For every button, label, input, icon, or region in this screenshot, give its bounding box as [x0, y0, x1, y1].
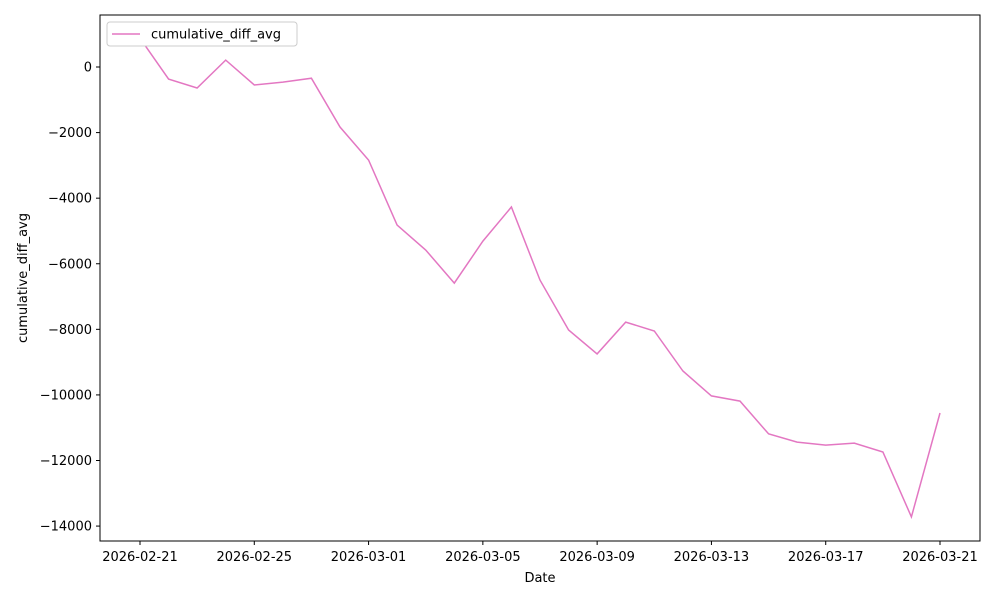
x-tick-label: 2026-02-21: [102, 550, 178, 565]
x-tick-label: 2026-03-13: [674, 550, 750, 565]
y-tick-label: −14000: [40, 520, 92, 535]
plot-frame: [99, 14, 981, 542]
y-tick-label: −2000: [48, 126, 92, 141]
x-tick-label: 2026-03-09: [559, 550, 635, 565]
x-tick-label: 2026-02-25: [217, 550, 293, 565]
y-tick-label: −4000: [48, 192, 92, 207]
y-axis-label: cumulative_diff_avg: [16, 213, 31, 343]
y-tick-label: −8000: [48, 323, 92, 338]
legend-label: cumulative_diff_avg: [151, 28, 281, 43]
y-tick-label: −10000: [40, 388, 92, 403]
x-axis-label: Date: [524, 571, 555, 586]
y-tick-label: −12000: [40, 454, 92, 469]
x-tick-label: 2026-03-21: [902, 550, 978, 565]
y-tick-label: 0: [84, 61, 92, 76]
data-line: [139, 37, 941, 520]
x-tick-label: 2026-03-17: [788, 550, 864, 565]
y-tick-label: −6000: [48, 257, 92, 272]
x-tick-label: 2026-03-01: [331, 550, 407, 565]
legend-box: [106, 21, 298, 47]
x-tick-label: 2026-03-05: [445, 550, 521, 565]
